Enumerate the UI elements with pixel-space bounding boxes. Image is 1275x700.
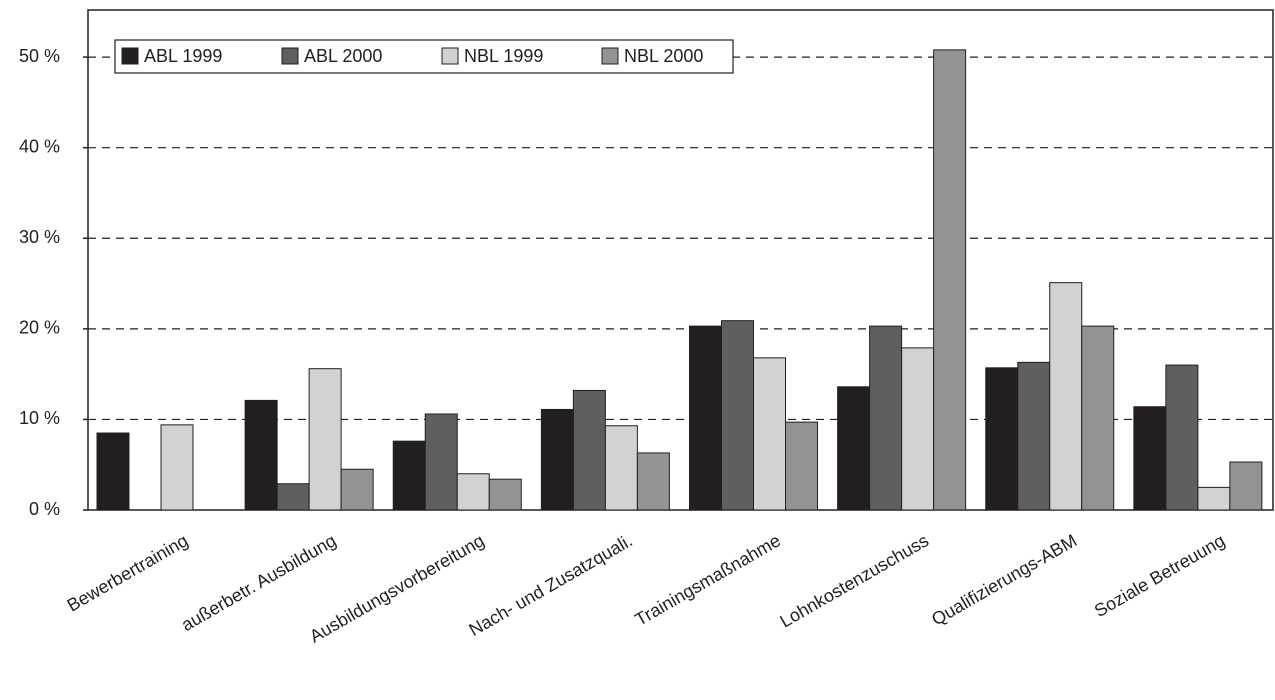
y-tick-label: 40 % bbox=[19, 136, 60, 156]
x-tick-label: Nach- und Zusatzquali. bbox=[466, 530, 636, 640]
legend-swatch bbox=[121, 47, 139, 65]
y-tick-label: 30 % bbox=[19, 227, 60, 247]
bar bbox=[160, 424, 194, 511]
bar bbox=[933, 49, 967, 511]
x-tick-label: Soziale Betreuung bbox=[1091, 530, 1228, 621]
legend-swatch bbox=[281, 47, 299, 65]
bar bbox=[1133, 406, 1167, 511]
bar bbox=[572, 389, 606, 511]
bar bbox=[1229, 461, 1263, 511]
bar bbox=[488, 478, 522, 511]
legend-swatch bbox=[441, 47, 459, 65]
bar bbox=[308, 368, 342, 511]
y-tick-label: 50 % bbox=[19, 46, 60, 66]
y-tick-label: 0 % bbox=[29, 499, 60, 519]
bar bbox=[721, 320, 754, 511]
bar bbox=[636, 452, 670, 511]
bar bbox=[96, 432, 130, 511]
bar bbox=[1017, 361, 1051, 511]
bar bbox=[392, 440, 426, 511]
bar bbox=[985, 367, 1019, 511]
bar bbox=[340, 468, 374, 511]
bar bbox=[1081, 325, 1115, 511]
legend-label: NBL 1999 bbox=[464, 46, 543, 66]
bar bbox=[244, 399, 278, 511]
x-tick-label: außerbetr. Ausbildung bbox=[178, 530, 340, 635]
legend-swatch bbox=[601, 47, 619, 65]
x-tick-label: Bewerbertraining bbox=[64, 530, 192, 615]
bar bbox=[1049, 282, 1083, 511]
legend-label: ABL 1999 bbox=[144, 46, 222, 66]
bar bbox=[753, 357, 786, 511]
bar bbox=[276, 483, 310, 511]
y-tick-label: 20 % bbox=[19, 318, 60, 338]
bar bbox=[901, 347, 935, 511]
bar bbox=[456, 473, 490, 511]
legend-label: NBL 2000 bbox=[624, 46, 703, 66]
bar bbox=[1165, 364, 1199, 511]
legend-label: ABL 2000 bbox=[304, 46, 382, 66]
y-tick-label: 10 % bbox=[19, 408, 60, 428]
bar bbox=[689, 325, 722, 511]
bar bbox=[1197, 486, 1231, 511]
plot-frame bbox=[87, 9, 1274, 511]
bar bbox=[424, 413, 458, 511]
x-tick-label: Trainingsmaßnahme bbox=[632, 530, 784, 630]
legend-box bbox=[114, 39, 734, 74]
bar bbox=[540, 408, 574, 511]
bar bbox=[837, 386, 871, 511]
x-tick-label: Lohnkostenzuschuss bbox=[776, 530, 932, 631]
bar bbox=[785, 421, 818, 511]
bar bbox=[604, 425, 638, 511]
x-tick-label: Qualifizierungs-ABM bbox=[928, 530, 1080, 629]
bar bbox=[869, 325, 903, 511]
